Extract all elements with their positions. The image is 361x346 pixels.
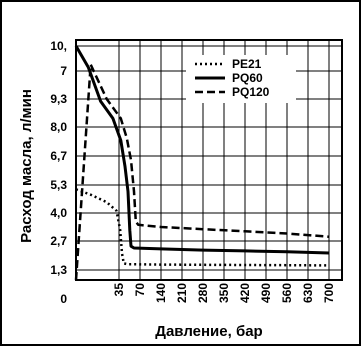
series-line-pe21 (75, 188, 330, 267)
x-tick-label: 700 (322, 283, 336, 303)
y-tick-label: 10, (50, 39, 67, 53)
x-tick-label: 70 (133, 283, 147, 297)
y-tick-label: 5,3 (50, 178, 67, 192)
y-tick-label: 2,7 (50, 234, 67, 248)
x-tick-label: 210 (175, 283, 189, 303)
y-axis-title: Расход масла, л/мин (18, 89, 35, 243)
y-tick-label: 0 (60, 292, 67, 306)
y-tick-label: 7 (60, 64, 67, 78)
y-tick-label: 8,0 (50, 120, 67, 134)
x-tick-label: 280 (196, 283, 210, 303)
x-tick-label: 490 (259, 283, 273, 303)
x-tick-label: 350 (217, 283, 231, 303)
x-tick-label: 420 (238, 283, 252, 303)
y-tick-label: 9,3 (50, 92, 67, 106)
legend-label-pq60: PQ60 (232, 71, 263, 85)
series-line-pq60 (74, 45, 330, 255)
legend-label-pe21: PE21 (232, 57, 262, 71)
x-axis-title: Давление, бар (155, 323, 262, 340)
y-tick-label: 4,0 (50, 206, 67, 220)
x-tick-label: 630 (301, 283, 315, 303)
x-tick-label: 140 (154, 283, 168, 303)
series-layer (74, 45, 330, 281)
x-tick-labels: 35 70 140 210 280 350 420 490 560 630 700 (112, 283, 336, 303)
y-tick-label: 6,7 (50, 149, 67, 163)
legend-label-pq120: PQ120 (232, 85, 270, 99)
series-line-pq120 (74, 63, 330, 281)
y-tick-labels: 10, 7 9,3 8,0 6,7 5,3 4,0 2,7 1,3 0 (50, 39, 67, 306)
plot-frame (75, 39, 343, 281)
x-tick-label: 560 (280, 283, 294, 303)
x-tick-label: 35 (112, 283, 126, 297)
y-tick-label: 1,3 (50, 263, 67, 277)
